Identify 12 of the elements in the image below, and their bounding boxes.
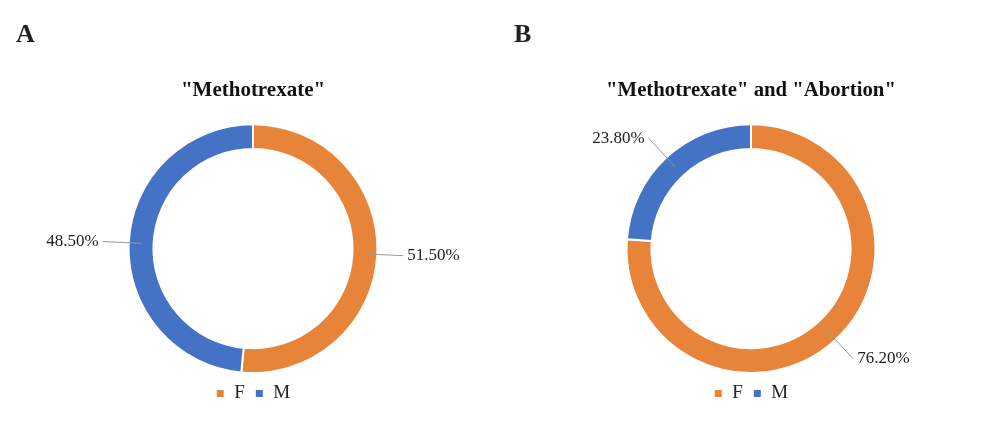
data-label: 48.50%	[46, 230, 99, 250]
legend-label: M	[273, 381, 291, 403]
chart-title: "Methotrexate" and "Abortion"	[606, 76, 896, 102]
chart-title: "Methotrexate"	[180, 77, 326, 102]
text: B	[514, 18, 532, 48]
data-label: 76.20%	[857, 348, 910, 368]
legend-label: F	[234, 381, 245, 403]
data-label: 51.50%	[407, 245, 460, 265]
data-label: 23.80%	[592, 127, 645, 147]
legend-label: F	[732, 381, 743, 403]
legend-label: M	[771, 381, 789, 403]
text: A	[16, 18, 35, 48]
